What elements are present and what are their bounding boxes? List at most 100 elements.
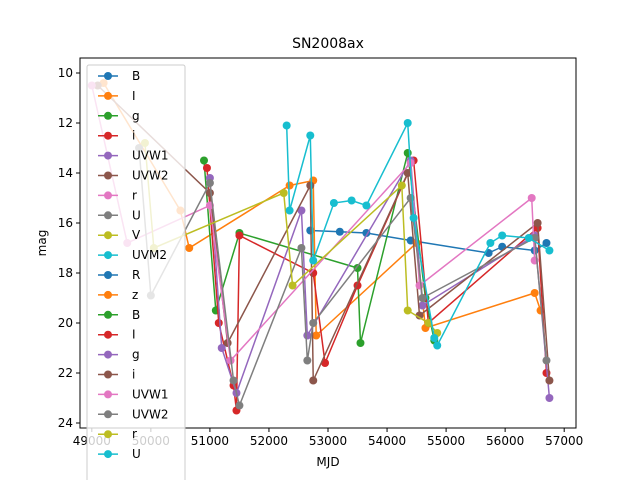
legend-marker: [104, 350, 112, 359]
legend-marker: [104, 131, 112, 140]
legend-marker: [104, 290, 112, 299]
data-point: [356, 339, 365, 347]
legend-entry: i: [98, 368, 135, 382]
legend-marker: [104, 410, 112, 419]
legend-marker: [104, 370, 112, 379]
legend-entry: i: [98, 129, 135, 143]
data-point: [542, 239, 551, 247]
y-tick-label: 12: [58, 116, 73, 130]
legend-label: I: [132, 328, 136, 342]
data-point: [545, 246, 554, 255]
legend-entry: r: [98, 188, 137, 202]
data-point: [297, 206, 306, 215]
series-uvm2-9: [282, 119, 554, 350]
legend-entry: z: [98, 288, 138, 302]
data-point: [309, 256, 318, 265]
legend-entry: B: [98, 308, 140, 322]
legend-label: B: [132, 69, 140, 83]
data-point: [498, 231, 507, 240]
data-point: [205, 189, 214, 197]
legend-marker: [104, 251, 112, 260]
data-point: [430, 334, 439, 342]
data-point: [279, 189, 288, 197]
data-point: [533, 219, 542, 227]
legend-label: z: [132, 288, 138, 302]
legend-marker: [104, 91, 112, 100]
y-axis-label: mag: [35, 230, 49, 257]
legend-marker: [104, 171, 112, 180]
y-tick-label: 24: [58, 416, 73, 430]
y-axis: 10 12 14 16 18 20 22 24: [58, 66, 80, 430]
legend-entry: U: [98, 447, 141, 461]
x-axis-label: MJD: [316, 455, 339, 469]
legend-marker: [104, 310, 112, 319]
legend-entry: UVW1: [98, 387, 169, 401]
legend-entry: g: [98, 109, 140, 123]
legend-entry: g: [98, 348, 140, 362]
data-point: [297, 244, 306, 252]
data-point: [545, 394, 554, 402]
data-point: [185, 244, 194, 252]
legend-label: I: [132, 89, 136, 103]
legend-label: UVW2: [132, 169, 169, 183]
legend-marker: [104, 151, 112, 160]
data-point: [433, 341, 442, 350]
legend-entry: UVW2: [98, 407, 169, 421]
legend-label: U: [132, 447, 141, 461]
data-point: [409, 214, 418, 222]
series-line: [138, 147, 548, 409]
data-point: [486, 239, 495, 247]
data-point: [403, 306, 412, 315]
legend-label: B: [132, 308, 140, 322]
y-tick-label: 22: [58, 366, 73, 380]
legend-label: U: [132, 208, 141, 222]
data-point: [229, 376, 238, 385]
legend-marker: [104, 72, 112, 80]
data-point: [312, 331, 321, 340]
data-point: [403, 169, 412, 177]
legend-entry: I: [98, 89, 136, 103]
data-point: [498, 242, 507, 251]
legend-label: UVW2: [132, 407, 169, 421]
x-tick-label: 51000: [191, 434, 229, 448]
legend-label: UVW1: [132, 387, 169, 401]
data-point: [329, 199, 338, 207]
legend-marker: [104, 271, 112, 279]
legend-entry: U: [98, 208, 141, 222]
data-point: [288, 281, 297, 290]
legend-label: R: [132, 268, 140, 282]
data-point: [403, 119, 412, 127]
x-tick-label: 57000: [545, 434, 583, 448]
data-point: [202, 164, 211, 172]
legend-marker: [104, 390, 112, 399]
data-point: [406, 194, 415, 202]
legend-label: i: [132, 129, 135, 143]
legend-label: r: [132, 427, 137, 441]
data-point: [235, 401, 244, 410]
y-tick-label: 10: [58, 66, 73, 80]
legend-marker: [104, 191, 112, 200]
data-point: [542, 356, 551, 365]
data-point: [303, 356, 312, 365]
data-point: [306, 181, 315, 190]
legend-label: i: [132, 368, 135, 382]
data-point: [415, 311, 424, 320]
x-tick-label: 52000: [250, 434, 288, 448]
data-point: [309, 319, 318, 327]
legend-entry: B: [98, 69, 140, 83]
series-line: [310, 229, 547, 254]
y-tick-label: 14: [58, 166, 73, 180]
data-point: [424, 319, 433, 327]
x-tick-label: 55000: [427, 434, 465, 448]
data-point: [321, 359, 330, 367]
legend-entry: V: [98, 228, 141, 242]
data-point: [205, 179, 214, 187]
data-point: [418, 301, 427, 310]
data-point: [362, 201, 371, 210]
data-point: [282, 121, 291, 130]
data-point: [415, 281, 424, 290]
data-point: [403, 149, 412, 157]
legend-entry: r: [98, 427, 137, 441]
